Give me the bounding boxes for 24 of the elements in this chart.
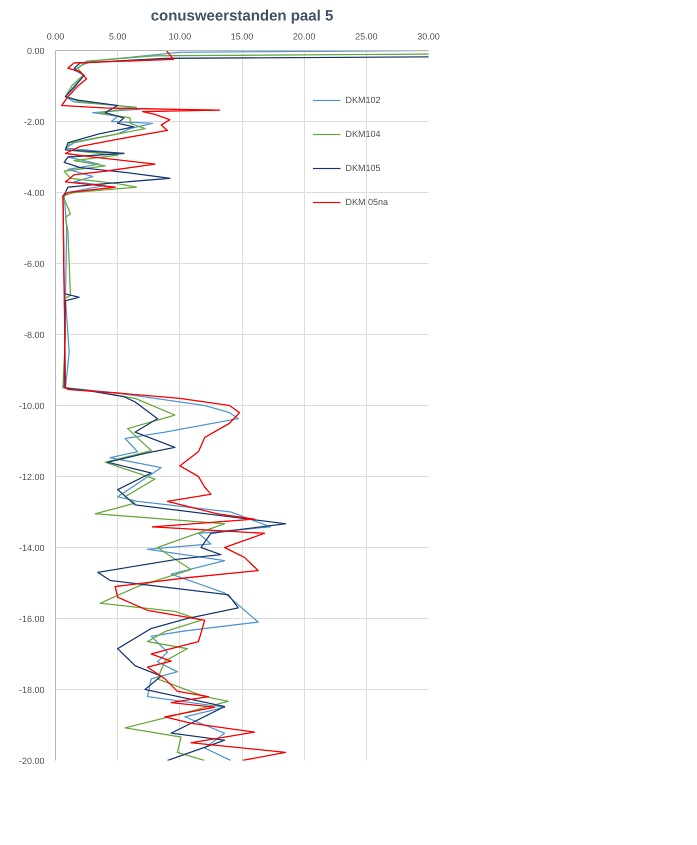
x-tick-label: 15.00: [230, 32, 254, 42]
legend-label: DKM104: [345, 129, 380, 139]
y-tick-label: -18.00: [18, 685, 45, 695]
chart-title: conusweerstanden paal 5: [150, 8, 334, 24]
x-tick-label: 10.00: [168, 32, 192, 42]
x-tick-label: 0.00: [46, 32, 64, 42]
x-tick-label: 20.00: [292, 32, 316, 42]
line-series: [61, 50, 286, 760]
x-tick-label: 30.00: [417, 32, 440, 42]
legend-label: DKM102: [345, 95, 380, 105]
y-tick-label: -12.00: [18, 472, 45, 482]
legend-label: DKM105: [345, 163, 380, 173]
y-tick-label: -20.00: [18, 756, 45, 766]
y-tick-label: -10.00: [18, 401, 45, 411]
y-tick-label: -6.00: [24, 259, 44, 269]
y-tick-label: -8.00: [24, 330, 44, 340]
x-tick-label: 5.00: [108, 32, 126, 42]
y-tick-label: -16.00: [18, 614, 45, 624]
y-tick-label: 0.00: [26, 46, 45, 56]
y-tick-label: -4.00: [24, 188, 44, 198]
x-tick-label: 25.00: [355, 32, 378, 42]
legend-label: DKM 05na: [345, 197, 388, 207]
y-tick-label: -14.00: [18, 543, 45, 553]
y-tick-label: -2.00: [24, 117, 44, 127]
